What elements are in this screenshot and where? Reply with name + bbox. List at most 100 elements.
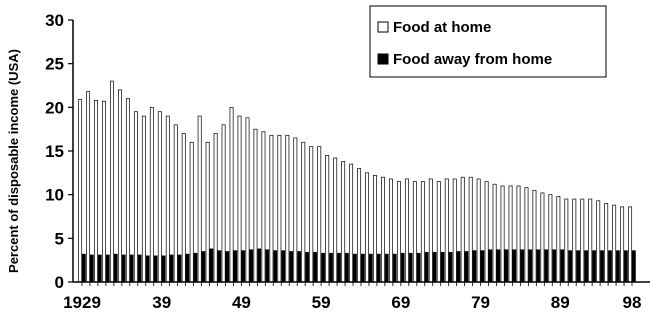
bar-food-away-from-home (472, 250, 477, 283)
y-axis-label: Percent of disposable income (USA) (6, 49, 21, 273)
bar-food-at-home (293, 137, 298, 283)
bar-food-at-home (444, 178, 449, 283)
bar-food-at-home (317, 146, 322, 283)
bar-food-away-from-home (129, 254, 134, 283)
bar-food-away-from-home (432, 252, 437, 283)
bar-food-away-from-home (528, 249, 533, 283)
x-tick-label: 89 (551, 293, 570, 312)
bar-food-away-from-home (376, 253, 381, 283)
bar-food-away-from-home (408, 252, 413, 283)
bar-food-away-from-home (520, 249, 525, 283)
bar-food-at-home (269, 134, 274, 283)
y-tick-label: 0 (55, 273, 64, 292)
bar-food-away-from-home (345, 252, 349, 283)
bar-food-at-home (205, 141, 210, 283)
bar-food-away-from-home (632, 250, 636, 283)
y-tick-label: 10 (45, 186, 64, 205)
bar-food-away-from-home (568, 250, 572, 283)
x-tick-label: 98 (623, 293, 642, 312)
bar-food-away-from-home (241, 250, 246, 283)
bar-food-at-home (229, 106, 234, 283)
bar-food-at-home (468, 176, 473, 283)
bar-food-away-from-home (233, 250, 238, 283)
bar-food-away-from-home (424, 252, 429, 283)
bar-food-at-home (620, 206, 625, 283)
plot-area (78, 80, 636, 283)
y-tick-label: 20 (45, 98, 64, 117)
bar-food-at-home (157, 111, 162, 283)
bar-food-away-from-home (97, 254, 102, 283)
x-ticks: 1929 39 49 59 69 79 89 98 (63, 282, 641, 312)
bar-food-away-from-home (544, 249, 549, 283)
x-tick-label: 59 (312, 293, 331, 312)
bar-food-away-from-home (440, 252, 445, 283)
y-tick-label: 5 (55, 229, 64, 248)
bar-food-away-from-home (193, 252, 198, 283)
bar-food-away-from-home (281, 250, 286, 283)
bar-food-away-from-home (496, 249, 501, 283)
bar-food-away-from-home (337, 252, 341, 283)
bar-food-away-from-home (624, 250, 628, 283)
bar-food-at-home (381, 176, 385, 283)
bar-food-away-from-home (384, 253, 389, 283)
legend-swatch-food-away-from-home (377, 53, 389, 65)
bar-food-at-home (102, 100, 106, 283)
bar-food-away-from-home (90, 254, 94, 283)
bar-food-away-from-home (560, 249, 565, 283)
bar-food-away-from-home (504, 249, 509, 283)
x-tick-label: 69 (391, 293, 410, 312)
bar-food-away-from-home (201, 251, 206, 283)
y-tick-label: 15 (45, 142, 64, 161)
bar-food-away-from-home (217, 250, 222, 283)
bar-food-at-home (325, 155, 330, 283)
bar-food-at-home (125, 98, 130, 283)
bar-food-away-from-home (592, 250, 596, 283)
bar-food-at-home (628, 206, 633, 283)
bar-food-away-from-home (113, 253, 118, 283)
bar-food-at-home (452, 178, 457, 283)
bar-food-away-from-home (464, 251, 469, 283)
bar-food-at-home (604, 203, 609, 283)
bar-food-at-home (349, 163, 354, 283)
bar-food-at-home (396, 181, 401, 283)
bar-food-at-home (532, 189, 537, 283)
bar-food-at-home (500, 185, 505, 283)
bar-food-away-from-home (225, 251, 230, 283)
bar-food-at-home (333, 157, 338, 283)
bar-food-away-from-home (313, 252, 317, 283)
bar-food-at-home (165, 115, 170, 283)
legend-swatch-food-at-home (377, 21, 389, 33)
bar-food-away-from-home (512, 249, 517, 283)
bar-food-away-from-home (257, 248, 262, 283)
bar-food-away-from-home (209, 248, 214, 283)
y-ticks: 0 5 10 15 20 25 30 (45, 11, 73, 292)
bar-food-away-from-home (480, 250, 485, 283)
bar-food-away-from-home (105, 254, 110, 283)
bar-food-at-home (301, 141, 306, 283)
bar-food-at-home (484, 181, 489, 283)
bar-food-at-home (548, 194, 553, 283)
bar-food-away-from-home (416, 252, 421, 283)
bar-food-away-from-home (448, 252, 453, 283)
bar-food-at-home (508, 185, 513, 283)
bar-food-at-home (78, 99, 83, 283)
bar-food-away-from-home (177, 254, 182, 283)
bar-food-at-home (404, 178, 409, 283)
legend-label-food-at-home: Food at home (393, 19, 491, 36)
bar-food-at-home (213, 133, 218, 283)
bar-food-at-home (524, 187, 529, 283)
bar-food-away-from-home (82, 253, 86, 283)
legend: Food at home Food away from home (369, 5, 607, 78)
bar-food-away-from-home (145, 255, 150, 283)
bar-food-at-home (596, 200, 601, 283)
bar-food-away-from-home (185, 253, 190, 283)
bar-food-at-home (181, 133, 186, 283)
bar-food-away-from-home (608, 250, 612, 283)
bar-food-away-from-home (361, 253, 365, 283)
x-tick-label: 49 (232, 293, 251, 312)
bar-food-away-from-home (153, 255, 158, 283)
y-tick-label: 30 (45, 11, 64, 30)
bar-food-at-home (173, 124, 178, 283)
bar-food-away-from-home (329, 252, 333, 283)
